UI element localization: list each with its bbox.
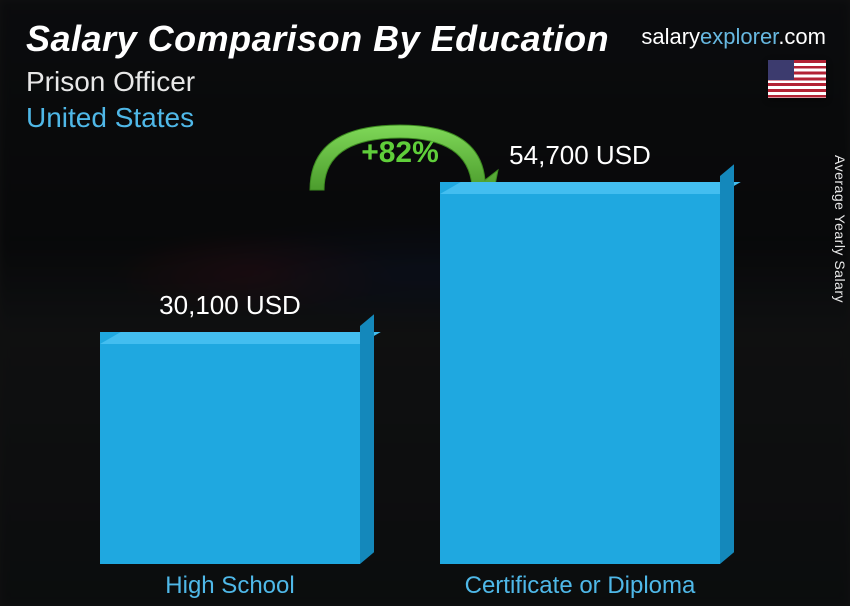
bar-certificate-diploma: 54,700 USD Certificate or Diploma bbox=[440, 182, 720, 564]
bar-side-face bbox=[360, 314, 374, 564]
bar-top-face bbox=[100, 332, 381, 344]
bar-side-face bbox=[720, 164, 734, 564]
chart-area: 30,100 USD High School 54,700 USD Certif… bbox=[0, 150, 850, 606]
us-flag-icon bbox=[768, 60, 826, 98]
page-title: Salary Comparison By Education bbox=[26, 18, 609, 60]
bar-top-face bbox=[440, 182, 741, 194]
brand-block: salaryexplorer.com bbox=[641, 24, 826, 98]
bar-value-label: 30,100 USD bbox=[100, 290, 360, 321]
brand-part3: .com bbox=[778, 24, 826, 49]
content-container: Salary Comparison By Education Prison Of… bbox=[0, 0, 850, 606]
bar-high-school: 30,100 USD High School bbox=[100, 332, 360, 564]
brand-logo-text: salaryexplorer.com bbox=[641, 24, 826, 50]
bar-shape: 30,100 USD bbox=[100, 332, 360, 564]
bar-front-face bbox=[100, 332, 360, 564]
bar-front-face bbox=[440, 182, 720, 564]
growth-percent: +82% bbox=[361, 136, 439, 170]
job-subtitle: Prison Officer bbox=[26, 66, 609, 98]
brand-part1: salary bbox=[641, 24, 700, 49]
brand-part2: explorer bbox=[700, 24, 778, 49]
flag-canton bbox=[768, 60, 794, 80]
bar-shape: 54,700 USD bbox=[440, 182, 720, 564]
bar-category-label: Certificate or Diploma bbox=[440, 572, 720, 600]
bar-value-label: 54,700 USD bbox=[440, 140, 720, 171]
bar-category-label: High School bbox=[100, 572, 360, 600]
